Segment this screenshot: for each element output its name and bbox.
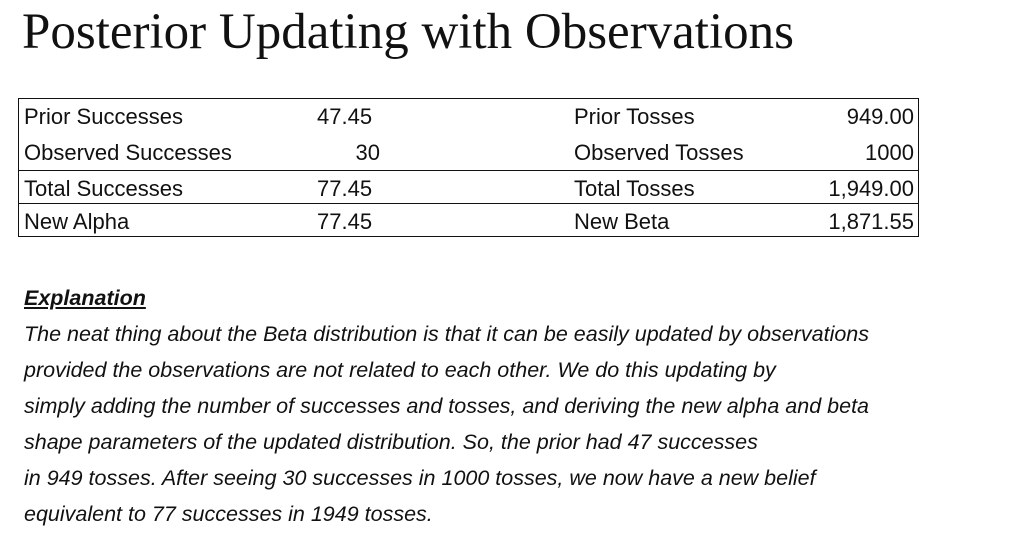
explanation-line: provided the observations are not relate… bbox=[24, 358, 776, 382]
label-observed-successes: Observed Successes bbox=[24, 140, 232, 165]
table-row: Observed Successes 30 Observed Tosses 10… bbox=[19, 135, 918, 171]
explanation-line: shape parameters of the updated distribu… bbox=[24, 430, 758, 454]
value-prior-tosses: 949.00 bbox=[846, 104, 914, 129]
value-total-tosses: 1,949.00 bbox=[828, 176, 914, 201]
explanation-line: The neat thing about the Beta distributi… bbox=[24, 322, 870, 346]
label-prior-tosses: Prior Tosses bbox=[574, 104, 695, 129]
label-observed-tosses: Observed Tosses bbox=[574, 140, 744, 165]
explanation-line: simply adding the number of successes an… bbox=[24, 394, 869, 418]
explanation-line: in 949 tosses. After seeing 30 successes… bbox=[24, 466, 816, 490]
table-row: Prior Successes 47.45 Prior Tosses 949.0… bbox=[19, 99, 918, 135]
value-new-alpha: 77.45 bbox=[317, 209, 373, 234]
label-new-alpha: New Alpha bbox=[24, 209, 130, 234]
explanation-heading: Explanation bbox=[24, 286, 146, 310]
label-new-beta: New Beta bbox=[574, 209, 670, 234]
posterior-table: Prior Successes 47.45 Prior Tosses 949.0… bbox=[18, 98, 919, 237]
label-total-successes: Total Successes bbox=[24, 176, 183, 201]
value-total-successes: 77.45 bbox=[317, 176, 373, 201]
label-prior-successes: Prior Successes bbox=[24, 104, 183, 129]
explanation-line: equivalent to 77 successes in 1949 tosse… bbox=[24, 502, 433, 526]
value-new-beta: 1,871.55 bbox=[828, 209, 914, 234]
table-row: New Alpha 77.45 New Beta 1,871.55 bbox=[19, 203, 918, 240]
value-observed-tosses: 1000 bbox=[865, 140, 914, 165]
label-total-tosses: Total Tosses bbox=[574, 176, 695, 201]
explanation-section: Explanation The neat thing about the Bet… bbox=[24, 280, 1014, 532]
value-prior-successes: 47.45 bbox=[317, 104, 373, 129]
table-row: Total Successes 77.45 Total Tosses 1,949… bbox=[19, 170, 918, 207]
value-observed-successes: 30 bbox=[355, 140, 380, 165]
page-title: Posterior Updating with Observations bbox=[22, 4, 794, 60]
